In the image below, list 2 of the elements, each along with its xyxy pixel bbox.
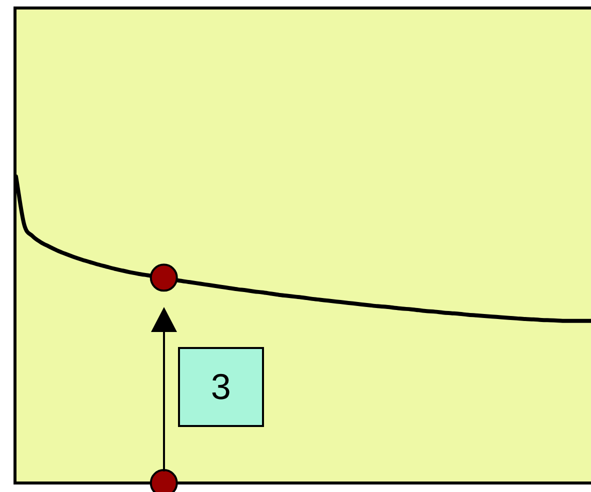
callout-box: 3 bbox=[178, 347, 264, 428]
annotation: 3 bbox=[210, 366, 231, 408]
